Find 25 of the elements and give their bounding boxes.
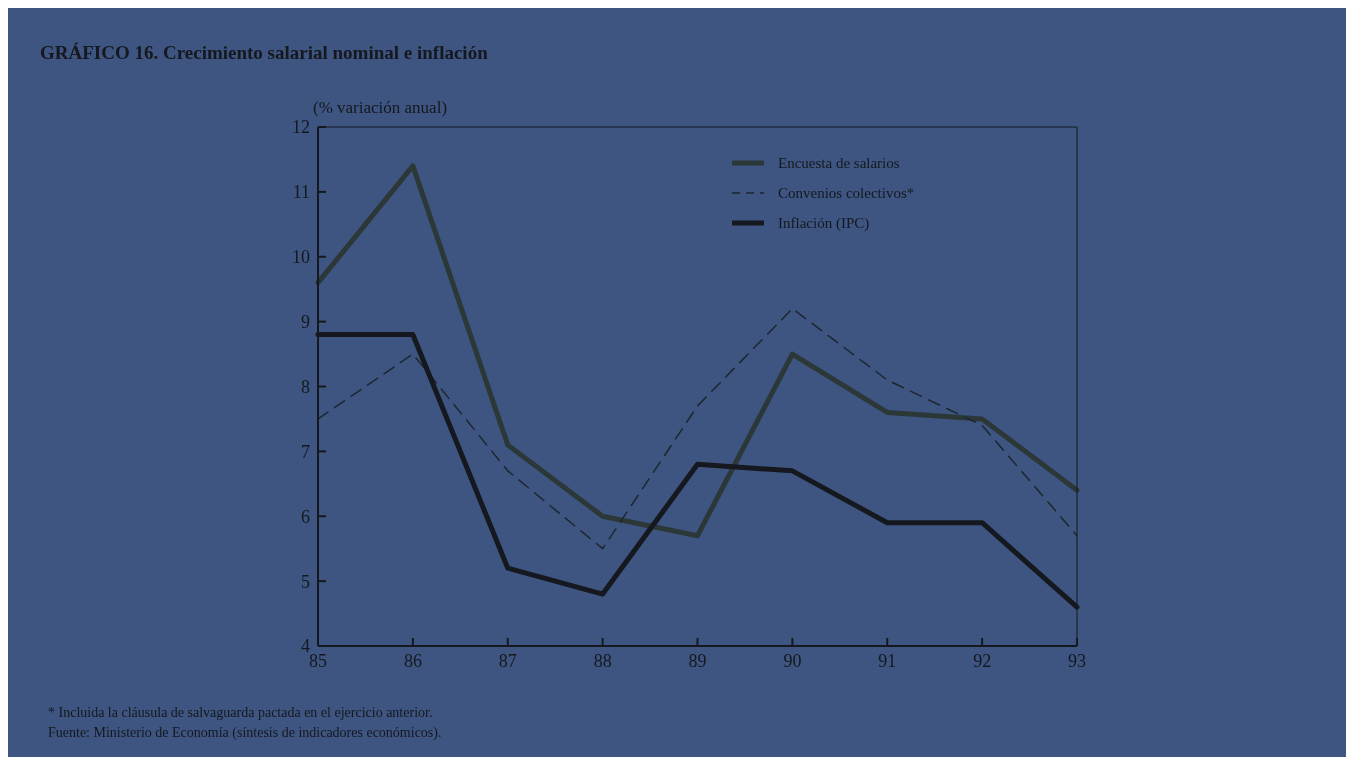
y-tick-label: 12 [292, 117, 310, 138]
x-tick-label: 90 [783, 650, 802, 671]
text: * Incluida la cláusula de salvaguarda pactada en el ejercicio anterior. [48, 704, 434, 722]
legend-label: Encuesta de salarios [778, 154, 900, 172]
legend-label: Inflación (IPC) [778, 214, 870, 232]
x-tick-label: 87 [498, 650, 517, 671]
y-tick-label: 9 [301, 312, 310, 333]
x-tick-label: 86 [403, 650, 422, 671]
y-tick-label: 8 [301, 376, 310, 397]
y-tick-label: 10 [292, 247, 310, 268]
x-tick-label: 89 [688, 650, 707, 671]
x-tick-label: 85 [309, 650, 327, 671]
x-tick-label: 88 [593, 650, 612, 671]
y-tick-label: 6 [301, 506, 310, 527]
chart-title: GRÁFICO 16. Crecimiento salarial nominal e inflación [40, 42, 488, 64]
y-tick-label: 4 [301, 636, 310, 657]
legend-label: Convenios colectivos* [778, 184, 915, 202]
x-tick-label: 93 [1068, 650, 1086, 671]
y-tick-label: 5 [301, 571, 310, 592]
source-note: Fuente: Ministerio de Economía (síntesis de indicadores económicos). [48, 724, 442, 742]
y-tick-label: 7 [301, 441, 310, 462]
x-tick-label: 91 [878, 650, 897, 671]
y-axis-title: (% variación anual) [313, 98, 448, 118]
x-tick-label: 92 [973, 650, 992, 671]
y-tick-label: 11 [292, 182, 310, 203]
